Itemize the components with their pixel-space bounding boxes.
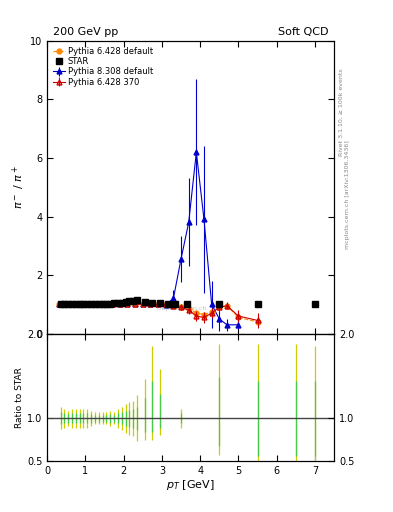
Pythia 6.428 default [194,310,199,316]
Text: 200 GeV pp: 200 GeV pp [53,27,118,36]
STAR [66,301,71,307]
STAR [77,301,82,307]
Pythia 6.428 default [202,311,206,317]
STAR [131,297,136,304]
STAR [158,301,162,307]
Y-axis label: Ratio to STAR: Ratio to STAR [15,367,24,428]
Pythia 6.428 default [102,301,107,307]
X-axis label: $p_T$ [GeV]: $p_T$ [GeV] [166,478,215,493]
Pythia 6.428 default [133,301,138,307]
STAR [58,301,63,307]
Text: Rivet 3.1.10, ≥ 100k events: Rivet 3.1.10, ≥ 100k events [339,69,344,157]
Y-axis label: $\pi^-$ / $\pi^+$: $\pi^-$ / $\pi^+$ [11,165,27,209]
Pythia 6.428 default [56,301,61,307]
Pythia 6.428 default [217,304,222,310]
Pythia 6.428 default [179,304,184,310]
STAR [108,301,113,307]
Pythia 6.428 default [236,314,241,321]
STAR [312,301,317,307]
Pythia 6.428 default [79,301,84,307]
STAR [217,301,222,307]
Pythia 6.428 default [72,301,76,307]
STAR [81,301,86,307]
STAR [89,301,94,307]
STAR [73,301,78,307]
Pythia 6.428 default [156,301,160,307]
Pythia 6.428 default [224,303,229,309]
Pythia 6.428 default [118,301,122,307]
STAR [116,300,120,306]
STAR [112,301,116,307]
STAR [62,301,67,307]
Pythia 6.428 default [87,301,92,307]
Pythia 6.428 default [95,301,99,307]
STAR [127,298,132,304]
Text: mcplots.cern.ch: mcplots.cern.ch [156,306,207,311]
Pythia 6.428 default [209,309,214,315]
STAR [100,301,105,307]
STAR [119,300,124,306]
Line: Pythia 6.428 default: Pythia 6.428 default [56,302,260,324]
STAR [165,301,170,307]
STAR [173,301,178,307]
Pythia 6.428 default [148,301,153,307]
Pythia 6.428 default [140,301,145,307]
Pythia 6.428 default [255,319,260,325]
STAR [150,300,155,306]
STAR [255,301,260,307]
STAR [85,301,90,307]
STAR [135,297,140,303]
Text: mcplots.cern.ch [arXiv:1306.3436]: mcplots.cern.ch [arXiv:1306.3436] [345,140,350,249]
Line: STAR: STAR [58,297,318,307]
STAR [96,301,101,307]
Pythia 6.428 default [186,306,191,312]
Pythia 6.428 default [110,301,114,307]
STAR [93,301,97,307]
STAR [70,301,74,307]
STAR [184,301,189,307]
STAR [123,298,128,305]
Pythia 6.428 default [163,301,168,307]
Text: Soft QCD: Soft QCD [278,27,328,36]
STAR [104,301,109,307]
Legend: Pythia 6.428 default, STAR, Pythia 8.308 default, Pythia 6.428 370: Pythia 6.428 default, STAR, Pythia 8.308… [50,45,156,89]
Pythia 6.428 default [171,303,176,309]
STAR [142,298,147,305]
Pythia 6.428 default [125,301,130,307]
Pythia 6.428 default [64,301,69,307]
